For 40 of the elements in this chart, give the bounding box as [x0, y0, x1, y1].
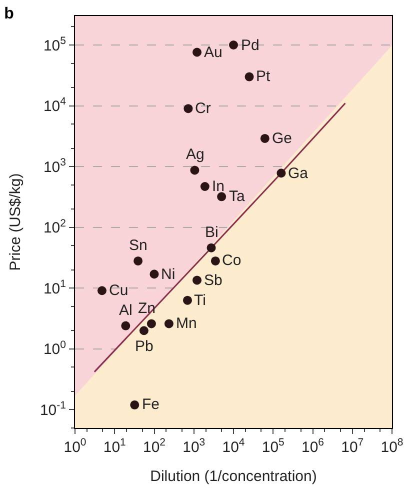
y-tick-label: 10$^{1}$ [43, 278, 66, 298]
x-tick-label: 10$^{6}$ [301, 436, 324, 456]
y-tick-label: 10$^{-1}$ [40, 400, 66, 419]
annotation: Ta [229, 188, 246, 205]
annotation: In [212, 178, 225, 195]
y-tick-label: 10$^{4}$ [43, 96, 66, 116]
annotation: Mn [176, 315, 197, 332]
y-tick-label: 10$^{0}$ [43, 338, 66, 358]
y-axis-title: Price (US$/kg) [7, 173, 24, 271]
annotation: Ga [288, 165, 309, 182]
annotation: Ag [186, 146, 204, 163]
annotation: Ti [194, 292, 206, 309]
x-tick-label: 10$^{8}$ [380, 436, 404, 456]
annotation: Sb [204, 272, 222, 289]
x-axis-title: Dilution (1/concentration) [150, 468, 317, 485]
x-tick-label: 10$^{2}$ [142, 436, 166, 456]
annotation: Sn [129, 237, 148, 254]
annotation: Cr [195, 100, 211, 117]
x-tick-label: 10$^{7}$ [341, 436, 364, 456]
y-tick-label: 10$^{5}$ [43, 34, 66, 54]
chart-title: b [4, 6, 14, 23]
annotation: Ni [161, 266, 176, 283]
x-tick-label: 10$^{4}$ [222, 436, 245, 456]
annotation: Pb [135, 338, 154, 355]
annotation: Pd [241, 37, 260, 54]
annotation: Pt [256, 68, 272, 85]
annotation: Cu [109, 282, 128, 299]
annotation: Ge [272, 130, 292, 147]
annotation: Bi [205, 224, 218, 241]
x-tick-label: 10$^{1}$ [103, 436, 126, 456]
annotation: Fe [142, 396, 160, 413]
y-tick-label: 10$^{2}$ [43, 217, 66, 237]
annotation: Au [204, 44, 222, 61]
x-tick-label: 10$^{0}$ [64, 436, 86, 456]
annotation: Zn [138, 300, 156, 317]
y-tick-label: 10$^{3}$ [43, 156, 66, 176]
x-tick-label: 10$^{5}$ [262, 436, 285, 456]
annotation: Al [119, 302, 132, 319]
annotation: Co [222, 252, 242, 269]
x-tick-label: 10$^{3}$ [182, 436, 206, 456]
